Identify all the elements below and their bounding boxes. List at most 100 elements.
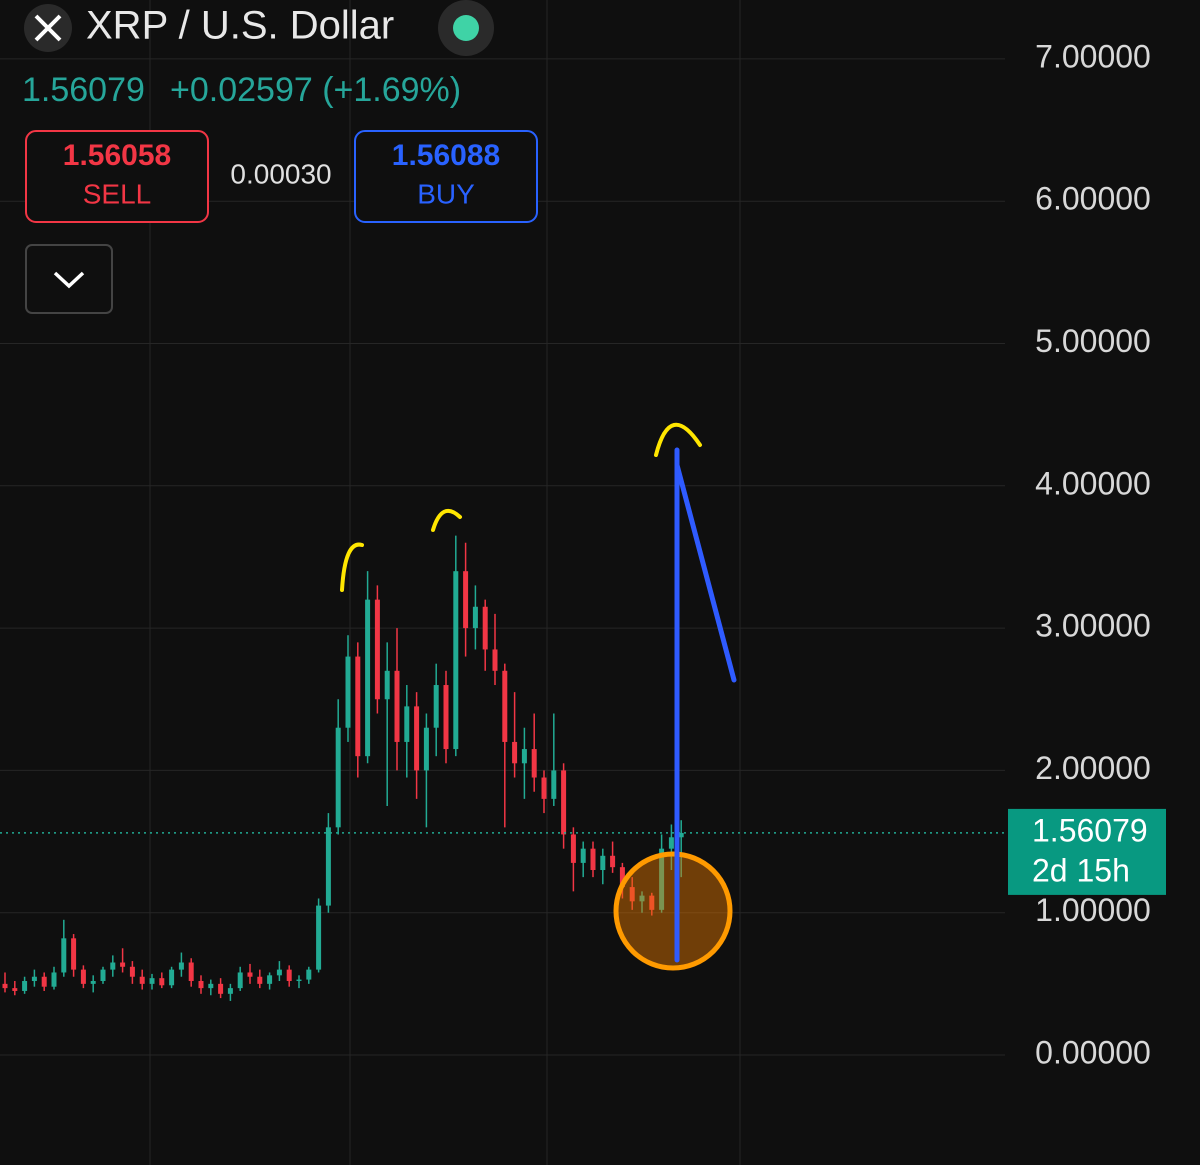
candle-body [472,606,478,629]
sell-label: SELL [83,178,152,209]
candle-body [374,599,380,700]
candle-body [600,855,606,871]
candle-body [453,571,459,750]
y-tick-label: 1.00000 [1035,892,1151,928]
candle-body [2,983,8,989]
candle-body [649,895,655,910]
candle-body [394,670,400,742]
candle-body [198,981,204,989]
candle-body [276,969,282,976]
buy-price: 1.56088 [392,139,500,172]
candle-body [149,978,155,984]
plot [0,535,1005,1001]
candle-body [639,895,645,902]
candle-body [286,969,292,982]
candle-body [463,571,469,629]
candle-body [512,741,518,764]
candle-body [551,770,557,799]
candle-body [61,938,67,973]
price-tag [1008,808,1166,895]
candle-body [71,938,77,970]
dropdown-button[interactable] [25,244,113,314]
buy-label: BUY [417,178,475,209]
candle-body [218,983,224,994]
candle-body [51,972,57,987]
y-tick-label: 5.00000 [1035,323,1151,359]
drawn-line [674,462,737,683]
dropdown-icon [53,271,85,289]
annotations [340,423,737,971]
candle-body [306,969,312,980]
spread: 0.00030 [230,158,331,189]
candle-body [257,976,263,984]
candle-body [208,983,214,989]
y-tick-label: 2.00000 [1035,750,1151,786]
header: XRP / U.S. Dollar 1.56079 +0.02597 (+1.6… [22,0,538,314]
buy-button[interactable] [354,130,538,223]
candle-body [178,962,184,970]
candle-body [668,837,674,849]
price-tag-value: 1.56079 [1032,812,1148,848]
sell-button[interactable] [25,130,209,223]
candle-body [384,670,390,700]
candle-body [355,656,361,757]
candle-body [610,855,616,868]
peak-marker [431,508,462,532]
candle-body [237,972,243,989]
candle-body [139,976,145,984]
y-tick-label: 6.00000 [1035,181,1151,217]
candle-body [90,981,96,984]
candle-body [227,988,233,994]
candle-body [12,988,18,991]
candle-body [443,685,449,750]
candle-body [267,975,273,984]
candle-body [570,834,576,863]
candle-body [335,727,341,828]
y-tick-label: 3.00000 [1035,608,1151,644]
y-tick-label: 0.00000 [1035,1034,1151,1070]
candle-body [110,962,116,970]
candle-body [541,777,547,799]
candle-body [41,976,47,987]
candle-body [120,962,126,967]
peak-marker [654,423,702,457]
candle-body [316,905,322,970]
price-change: +0.02597 (+1.69%) [170,71,461,109]
y-tick-label: 4.00000 [1035,465,1151,501]
candle-body [423,727,429,771]
candle-body [129,966,135,977]
symbol-icon-glyph [34,14,62,42]
candle-body [169,969,175,986]
candle-body [502,670,508,742]
highlight-circle [613,851,733,971]
candle-body [492,649,498,671]
candle-body [414,706,420,771]
candle-body [100,969,106,982]
peak-marker [340,542,364,592]
candle-body [531,749,537,778]
candle-body [590,848,596,871]
sell-price: 1.56058 [63,139,171,172]
candle-body [31,976,37,982]
candle-body [629,887,635,902]
status-dot [453,15,479,41]
candle-body [404,706,410,742]
candle-body [619,867,625,888]
candle-body [247,972,253,977]
candle-body [580,848,586,863]
candle-body [561,770,567,835]
price-tag-countdown: 2d 15h [1032,852,1130,888]
symbol-title: XRP / U.S. Dollar [86,4,394,48]
candle-body [159,978,165,986]
candle-body [365,599,371,757]
last-price: 1.56079 [22,71,145,109]
candle-body [433,685,439,728]
candle-body [22,981,28,991]
candle-body [482,606,488,650]
y-tick-label: 7.00000 [1035,38,1151,74]
candle-body [521,749,527,764]
candle-body [325,827,331,906]
candle-body [678,832,684,838]
candle-body [188,962,194,982]
